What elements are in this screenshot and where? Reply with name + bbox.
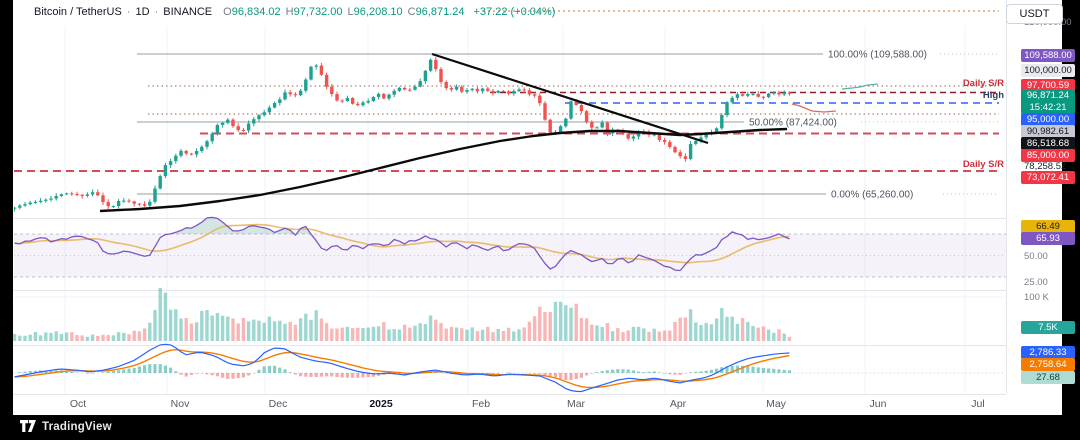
price-scale-label: 85,000.00 xyxy=(1021,148,1075,162)
price-scale-label: 78,258.52 xyxy=(1024,160,1067,172)
price-scale-label: 109,588.00 xyxy=(1021,48,1075,62)
currency-toggle-button[interactable]: USDT xyxy=(1006,4,1063,24)
price-scale-label: 100 K xyxy=(1024,291,1049,303)
overlay-tail xyxy=(841,83,879,90)
price-scale-label: 66.49 xyxy=(1021,219,1075,233)
price-change: +37.22 (+0.04%) xyxy=(473,6,556,18)
time-axis-label: Feb xyxy=(471,398,491,410)
chart-canvas[interactable]: 100.00% (109,588.00) 50.00% (87,424.00) 0.… xyxy=(13,0,1062,415)
daily-sr-upper-label: Daily S/R xyxy=(963,78,1004,89)
overlay-tail xyxy=(791,103,837,113)
price-scale-label: 27.68 xyxy=(1021,370,1075,384)
ohlc-close: C96,871.24 xyxy=(407,6,465,18)
time-axis-label: Jun xyxy=(869,398,887,410)
price-scale-label: 7.5K xyxy=(1021,320,1075,334)
time-axis-label: Nov xyxy=(170,398,190,410)
time-axis-label: Jul xyxy=(971,398,985,410)
tradingview-logo-text: TradingView xyxy=(42,421,112,433)
price-scale-label: 65.93 xyxy=(1021,231,1075,245)
price-scale-label: 25.00 xyxy=(1024,276,1048,288)
price-scale-label: 2,758.64 xyxy=(1021,357,1075,371)
time-axis-label: Apr xyxy=(669,398,687,410)
ma-curve xyxy=(99,127,788,213)
price-scale-label: 73,072.41 xyxy=(1021,170,1075,184)
fib-label: 100.00% (109,588.00) xyxy=(828,50,927,61)
descending-trendline xyxy=(431,52,709,145)
exchange-label: BINANCE xyxy=(163,6,213,18)
volume-series xyxy=(13,288,792,341)
time-axis-label: 2025 xyxy=(369,398,393,410)
separator-dot: · xyxy=(154,6,159,18)
price-scale-label: 96,871.24 15:42:21 xyxy=(1021,90,1075,114)
macd-line xyxy=(14,343,790,393)
candlestick-series xyxy=(14,57,792,212)
high-line-label: High xyxy=(983,90,1004,101)
fib-label: 0.00% (65,260.00) xyxy=(831,190,913,201)
price-scale-label: 50.00 xyxy=(1024,250,1048,262)
price-scale-label: 97,700.59 xyxy=(1021,78,1075,92)
ohlc-open: O96,834.02 xyxy=(223,6,281,18)
tradingview-logo-icon xyxy=(20,420,36,432)
rsi-line xyxy=(14,216,790,272)
price-scale-label: 100,000.00 xyxy=(1021,63,1075,77)
ohlc-high: H97,732.00 xyxy=(285,6,343,18)
time-axis[interactable]: Oct Nov Dec 2025 Feb Mar Apr May Jun Jul xyxy=(26,395,1019,414)
price-scale-label: 2,786.33 xyxy=(1021,345,1075,359)
price-scale-label: 86,518.68 xyxy=(1021,136,1075,150)
time-axis-label: May xyxy=(766,398,786,410)
time-axis-label: Oct xyxy=(69,398,87,410)
tradingview-logo[interactable]: TradingView xyxy=(20,420,112,434)
daily-sr-lower-label: Daily S/R xyxy=(963,159,1004,170)
interval-label[interactable]: 1D xyxy=(135,6,150,18)
fib-label: 50.00% (87,424.00) xyxy=(749,118,837,129)
separator-dot: · xyxy=(126,6,131,18)
symbol-info-bar[interactable]: Bitcoin / TetherUS · 1D · BINANCE O96,83… xyxy=(34,5,555,19)
ohlc-low: L96,208.10 xyxy=(347,6,403,18)
rsi-ma-line xyxy=(14,223,790,264)
time-axis-label: Dec xyxy=(268,398,288,410)
time-axis-label: Mar xyxy=(566,398,586,410)
price-scale-label: 90,982.61 xyxy=(1021,124,1075,138)
chart-panel[interactable]: 100.00% (109,588.00) 50.00% (87,424.00) 0.… xyxy=(13,0,1075,415)
price-scale-label: 95,000.00 xyxy=(1021,112,1075,126)
symbol-name[interactable]: Bitcoin / TetherUS xyxy=(34,6,122,18)
